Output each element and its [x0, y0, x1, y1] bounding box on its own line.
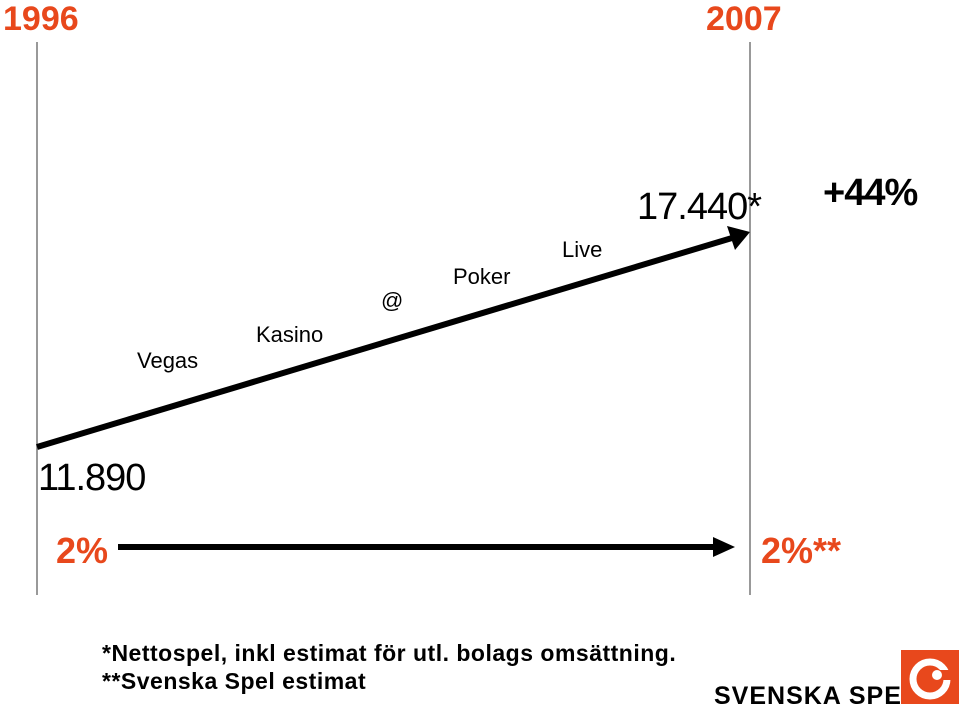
growth-arrow: [36, 235, 733, 450]
share-end: 2%**: [761, 530, 842, 571]
share-arrowhead: [713, 537, 735, 557]
milestone-poker: Poker: [453, 264, 511, 289]
footnote-1: *Nettospel, inkl estimat för utl. bolags…: [102, 640, 677, 666]
growth-arrowhead: [727, 226, 750, 250]
logo-text: SVENSKA SPEL: [714, 682, 919, 710]
growth-value: +44%: [823, 172, 918, 214]
start-value: 11.890: [38, 457, 146, 499]
milestone-online: @: [381, 288, 404, 313]
footnote-2: **Svenska Spel estimat: [102, 668, 367, 694]
end-year: 2007: [706, 0, 782, 38]
end-value: 17.440*: [637, 186, 762, 228]
milestone-kasino: Kasino: [256, 322, 324, 347]
svenska-spel-logo: SVENSKA SPEL: [714, 650, 960, 710]
start-year: 1996: [3, 0, 79, 38]
share-start: 2%: [56, 530, 109, 571]
milestone-vegas: Vegas: [137, 348, 199, 373]
svenska-spel-logo-icon: [901, 650, 959, 704]
milestone-live: Live: [562, 237, 603, 262]
